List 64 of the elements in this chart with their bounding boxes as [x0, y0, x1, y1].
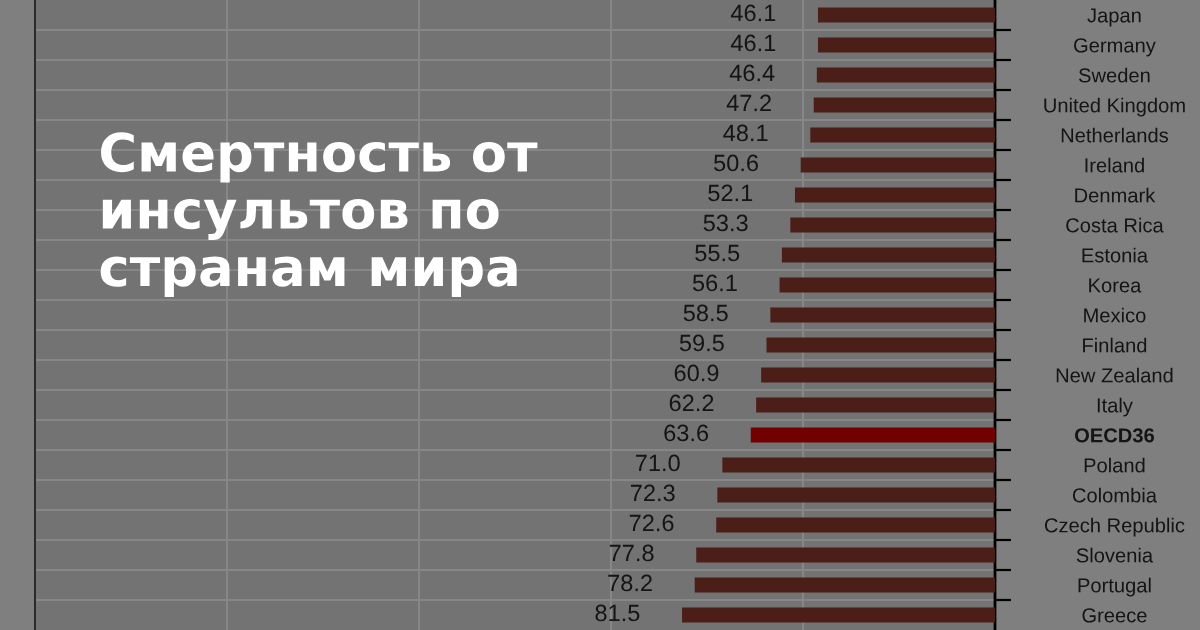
data-label: 62.2	[669, 394, 714, 412]
data-label: 58.5	[683, 304, 728, 322]
data-label: 81.5	[595, 604, 640, 622]
data-label: 46.1	[730, 34, 776, 52]
y-tick-label: Germany	[1074, 38, 1156, 57]
data-label: 50.6	[714, 154, 758, 172]
bar	[779, 277, 995, 293]
bar	[816, 67, 995, 83]
bar	[817, 7, 995, 23]
y-tick-label: Korea	[1089, 278, 1142, 293]
y-tick-label: Ireland	[1085, 157, 1144, 173]
data-label: 48.1	[723, 124, 768, 142]
bar	[810, 127, 995, 143]
y-tick-label: Costa Rica	[1066, 217, 1164, 233]
data-label: 63.6	[664, 424, 709, 442]
y-tick-label: United Kingdom	[1044, 97, 1185, 117]
y-tick-label: Netherlands	[1061, 127, 1169, 143]
data-label: 46.4	[729, 64, 775, 82]
data-label: 46.1	[730, 4, 776, 22]
bar	[761, 367, 995, 383]
bar	[696, 547, 995, 563]
bar	[756, 397, 995, 413]
bar	[716, 517, 995, 533]
text: Смертность от инсультов по странам мира	[100, 132, 538, 298]
data-label: 78.2	[608, 574, 652, 592]
data-label: 71.0	[635, 454, 680, 472]
y-tick-label: Italy	[1097, 397, 1133, 417]
data-label: 72.6	[629, 514, 674, 532]
y-tick-label: Greece	[1082, 608, 1147, 623]
data-label: 56.1	[692, 274, 737, 292]
data-label: 77.8	[609, 544, 654, 562]
data-label: 59.5	[679, 334, 724, 352]
bar	[790, 217, 995, 233]
bar	[717, 487, 995, 503]
data-label: 55.5	[695, 244, 740, 262]
data-label: 60.9	[674, 364, 719, 382]
data-label: 53.3	[703, 214, 748, 232]
y-tick-label: Japan	[1087, 8, 1141, 27]
bar	[682, 607, 995, 623]
y-tick-label: Estonia	[1082, 247, 1149, 263]
bar	[800, 157, 995, 173]
bar	[794, 187, 995, 203]
bar	[750, 427, 995, 443]
y-tick-label: Sweden	[1078, 67, 1150, 83]
bar	[694, 577, 995, 593]
y-tick-label: Colombia	[1072, 487, 1157, 503]
bar	[766, 337, 995, 353]
y-tick-label: Mexico	[1084, 307, 1146, 323]
bar	[817, 37, 995, 53]
y-tick-label: OECD36	[1074, 428, 1155, 443]
data-label: 72.3	[630, 484, 675, 502]
y-tick-label: New Zealand	[1056, 367, 1173, 383]
bar	[722, 457, 995, 473]
y-tick-label: Slovenia	[1076, 547, 1154, 563]
bar	[813, 97, 995, 113]
bar	[781, 247, 995, 263]
y-tick-label: Czech Republic	[1044, 517, 1185, 537]
bar	[770, 307, 995, 323]
y-tick-label: Portugal	[1078, 577, 1151, 597]
y-tick-label: Finland	[1083, 337, 1147, 353]
data-label: 47.2	[726, 94, 771, 112]
data-label: 52.1	[708, 184, 753, 202]
y-tick-label: Denmark	[1075, 187, 1156, 203]
y-tick-label: Poland	[1084, 457, 1145, 473]
